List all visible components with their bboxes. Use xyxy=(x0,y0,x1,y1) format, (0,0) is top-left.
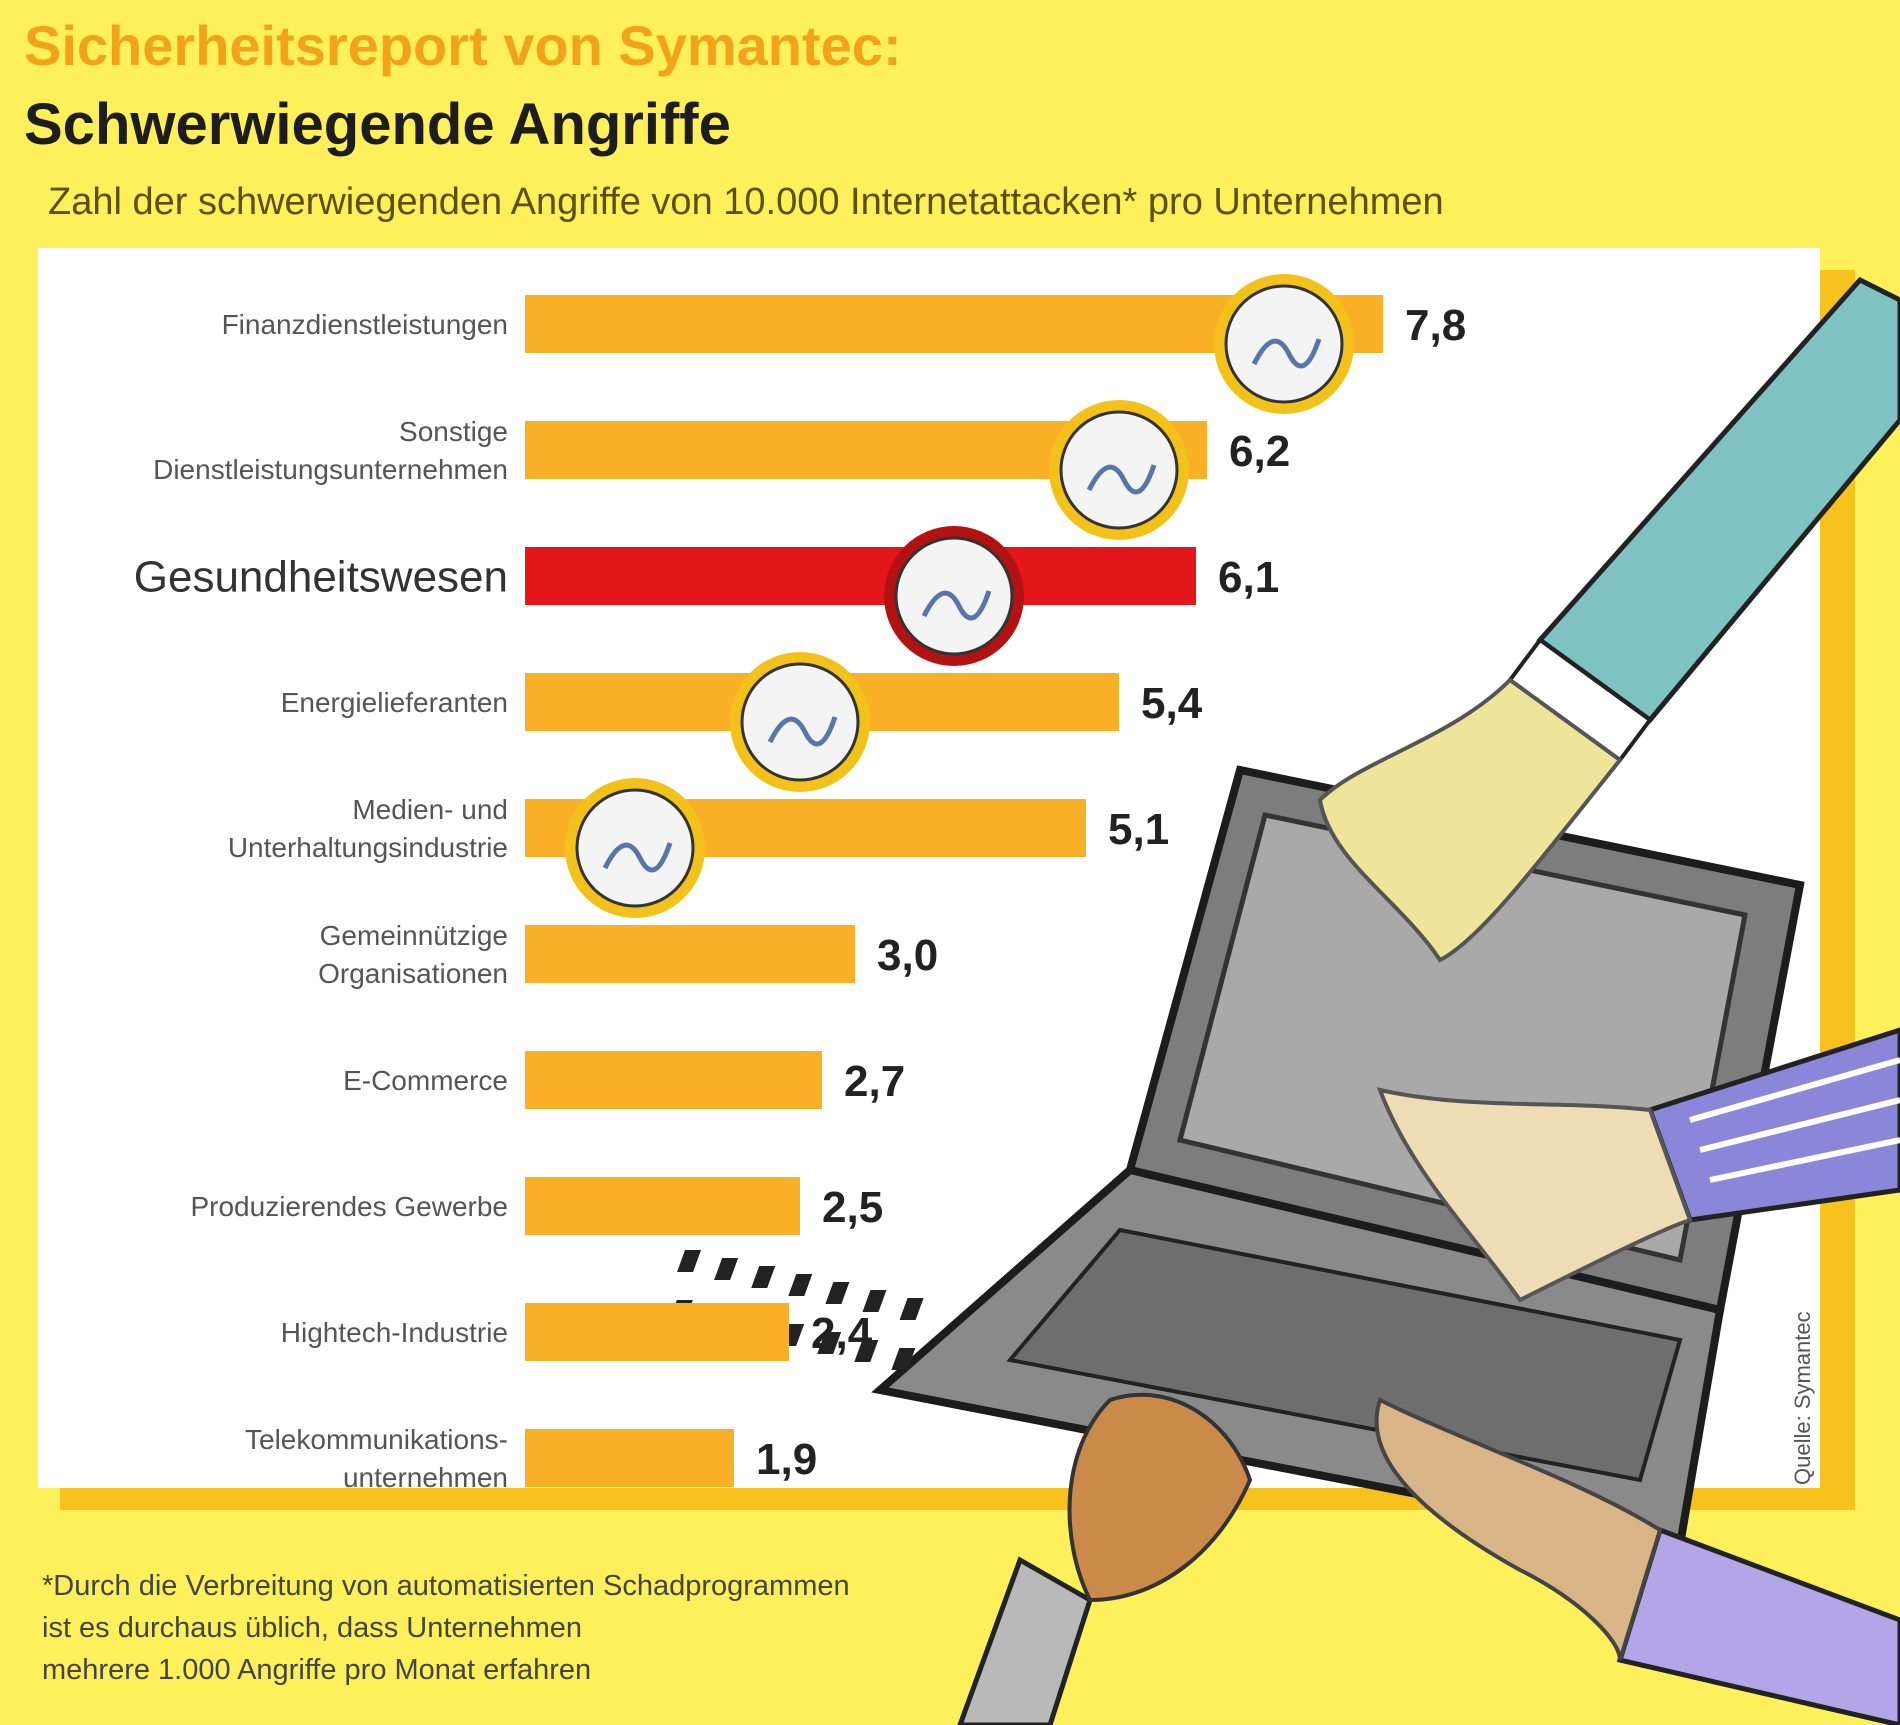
chart-title: Sicherheitsreport von Symantec: xyxy=(24,14,902,77)
category-label-3: Energielieferanten xyxy=(281,687,508,718)
category-label-6: E-Commerce xyxy=(343,1065,508,1096)
hand-tan xyxy=(1374,1397,1663,1661)
value-label-2: 6,1 xyxy=(1218,553,1279,602)
value-label-9: 1,9 xyxy=(756,1435,817,1484)
stethoscope-icon xyxy=(884,526,1024,666)
value-label-7: 2,5 xyxy=(822,1183,883,1232)
category-label-2: Gesundheitswesen xyxy=(134,552,508,601)
hand-brown xyxy=(1067,1392,1253,1603)
value-label-6: 2,7 xyxy=(844,1057,905,1106)
services-icon xyxy=(1049,400,1189,540)
sleeve-teal xyxy=(1536,276,1900,724)
category-label-1: Sonstige Dienstleistungsunternehmen xyxy=(153,416,508,485)
hand-yellow xyxy=(1317,677,1623,963)
footnote: *Durch die Verbreitung von automatisiert… xyxy=(42,1565,1042,1691)
value-label-1: 6,2 xyxy=(1229,427,1290,476)
footnote-line: mehrere 1.000 Angriffe pro Monat erfahre… xyxy=(42,1654,592,1686)
bar-2 xyxy=(525,547,1196,605)
bar-9 xyxy=(525,1429,734,1487)
value-label-4: 5,1 xyxy=(1108,805,1169,854)
sleeve-grey xyxy=(957,1556,1093,1725)
bar-8 xyxy=(525,1303,789,1361)
value-label-5: 3,0 xyxy=(877,931,938,980)
value-label-0: 7,8 xyxy=(1405,301,1466,350)
media-icon xyxy=(565,778,705,918)
laptop-keyboard xyxy=(1006,1227,1683,1483)
chart-description: Zahl der schwerwiegenden Angriffe von 10… xyxy=(48,181,1444,223)
finance-icon xyxy=(1214,274,1354,414)
category-label-9: Telekommunikations-unternehmen xyxy=(245,1424,508,1493)
value-label-3: 5,4 xyxy=(1141,679,1203,728)
source-credit: Quelle: Symantec xyxy=(1790,1311,1815,1485)
energy-icon xyxy=(730,652,870,792)
footnote-line: ist es durchaus üblich, dass Unternehmen xyxy=(42,1612,583,1644)
category-label-0: Finanzdienstleistungen xyxy=(222,309,508,340)
hand-beige xyxy=(1376,1087,1693,1303)
bar-5 xyxy=(525,925,855,983)
chart-subtitle: Schwerwiegende Angriffe xyxy=(24,92,731,157)
footnote-line: *Durch die Verbreitung von automatisiert… xyxy=(42,1570,850,1602)
sleeve-stripes xyxy=(1689,1057,1900,1183)
category-label-7: Produzierendes Gewerbe xyxy=(190,1191,508,1222)
category-label-4: Medien- und Unterhaltungsindustrie xyxy=(228,794,508,863)
category-label-8: Hightech-Industrie xyxy=(281,1317,508,1348)
category-label-5: Gemeinnützige Organisationen xyxy=(318,920,508,989)
bar-7 xyxy=(525,1177,800,1235)
bar-6 xyxy=(525,1051,822,1109)
value-label-8: 2,4 xyxy=(811,1309,873,1358)
